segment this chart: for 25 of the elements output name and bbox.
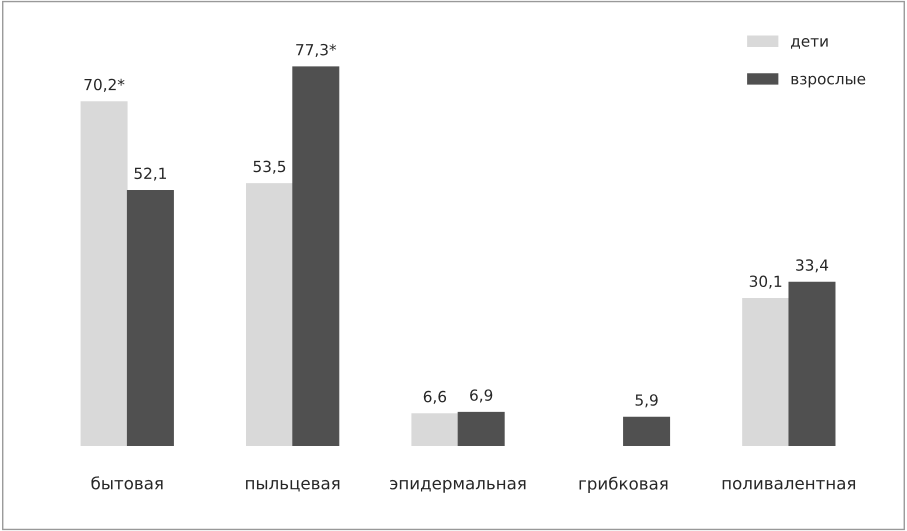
data-label: 70,2* — [84, 78, 124, 92]
bar — [292, 66, 340, 446]
data-label: 52,1 — [134, 168, 166, 181]
bar — [80, 101, 128, 446]
x-tick-label: бытовая — [91, 476, 163, 490]
data-label: 6,6 — [424, 390, 446, 404]
bar — [742, 298, 790, 446]
bar — [788, 282, 836, 446]
data-label: 30,1 — [750, 276, 782, 289]
x-tick-label: грибковая — [580, 476, 668, 494]
data-label: 77,3* — [296, 44, 336, 58]
bar — [246, 183, 293, 446]
data-label: 5,9 — [636, 394, 658, 408]
data-label: 6,9 — [470, 389, 492, 402]
bar — [411, 413, 458, 446]
bar — [623, 416, 670, 446]
bar — [126, 190, 174, 446]
data-label: 33,4 — [796, 259, 828, 272]
legend-label: дети — [791, 38, 828, 49]
x-tick-label: эпидермальная — [390, 480, 526, 493]
legend-label: взрослые — [792, 76, 866, 88]
x-tick-label: пыльцевая — [246, 480, 340, 492]
data-label: 53,5 — [254, 160, 286, 174]
bar — [458, 412, 505, 446]
x-tick-label: поливалентная — [722, 480, 856, 490]
